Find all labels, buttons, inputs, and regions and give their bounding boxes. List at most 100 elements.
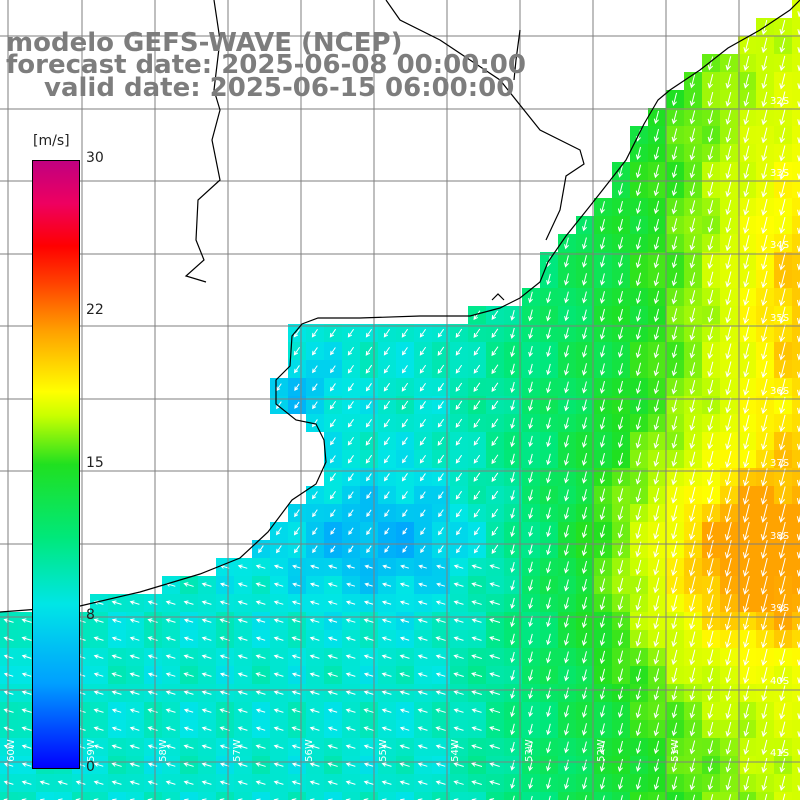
wind-arrow xyxy=(599,470,606,485)
wind-speed-cell xyxy=(792,252,800,270)
wind-arrow xyxy=(599,327,605,340)
wind-arrow xyxy=(725,433,732,450)
wind-arrow xyxy=(471,672,483,678)
wind-arrow xyxy=(689,92,696,107)
wind-arrow xyxy=(599,758,606,772)
wind-arrow xyxy=(312,401,318,410)
wind-arrow xyxy=(129,708,140,713)
wind-arrow xyxy=(671,558,678,577)
wind-arrow xyxy=(471,654,482,659)
wind-arrow xyxy=(473,472,481,482)
wind-arrow xyxy=(57,780,68,785)
wind-arrow xyxy=(635,452,642,467)
wind-arrow xyxy=(671,182,678,197)
wind-arrow xyxy=(617,632,624,647)
lon-label: 52W xyxy=(595,739,607,762)
wind-arrow xyxy=(546,633,551,646)
wind-arrow xyxy=(419,454,426,464)
wind-arrow xyxy=(455,346,463,356)
wind-arrow xyxy=(743,433,750,450)
wind-arrow xyxy=(582,399,587,412)
wind-arrow xyxy=(183,582,194,587)
wind-arrow xyxy=(761,414,768,433)
wind-arrow xyxy=(309,618,320,623)
wind-arrow xyxy=(653,595,660,612)
wind-arrow xyxy=(671,487,678,504)
wind-arrow xyxy=(599,668,606,683)
wind-arrow xyxy=(706,576,714,595)
wind-arrow xyxy=(381,708,392,713)
wind-arrow xyxy=(546,561,551,574)
wind-arrow xyxy=(147,600,158,605)
wind-arrow xyxy=(689,704,696,719)
wind-arrow xyxy=(489,762,500,767)
wind-arrow xyxy=(347,473,354,482)
wind-arrow xyxy=(688,558,696,577)
wind-arrow xyxy=(147,726,158,731)
wind-arrow xyxy=(330,455,336,464)
wind-speed-cell xyxy=(792,522,800,540)
wind-arrow xyxy=(363,600,374,605)
wind-arrow xyxy=(528,561,533,574)
wind-arrow xyxy=(255,654,266,659)
wind-arrow xyxy=(201,762,212,767)
wind-arrow xyxy=(93,654,104,659)
wind-arrow xyxy=(635,740,642,754)
wind-arrow xyxy=(473,364,481,374)
wind-arrow xyxy=(255,708,266,713)
wind-arrow xyxy=(725,379,732,396)
wind-speed-cell xyxy=(270,792,288,800)
wind-arrow xyxy=(779,306,786,325)
wind-arrow xyxy=(438,509,444,518)
wind-arrow xyxy=(437,346,445,356)
wind-speed-cell xyxy=(792,450,800,468)
wind-arrow xyxy=(293,527,300,536)
lon-label: 57W xyxy=(231,739,243,762)
wind-arrow xyxy=(563,453,569,466)
wind-arrow xyxy=(725,289,732,306)
wind-arrow xyxy=(599,560,606,575)
wind-arrow xyxy=(201,654,212,659)
wind-speed-cell xyxy=(792,468,800,486)
wind-arrow xyxy=(489,708,501,714)
wind-arrow xyxy=(653,487,660,504)
wind-arrow xyxy=(564,669,569,682)
wind-arrow xyxy=(453,618,464,623)
wind-arrow xyxy=(183,744,194,749)
wind-arrow xyxy=(21,618,32,623)
wind-arrow xyxy=(237,762,248,767)
wind-arrow xyxy=(671,740,678,755)
wind-arrow xyxy=(491,526,499,536)
wind-arrow xyxy=(761,360,768,379)
wind-arrow xyxy=(546,327,551,340)
wind-arrow xyxy=(779,414,786,433)
wind-arrow xyxy=(491,310,499,320)
wind-arrow xyxy=(564,489,569,502)
wind-arrow xyxy=(599,363,605,376)
wind-arrow xyxy=(725,630,732,649)
wind-arrow xyxy=(346,582,356,587)
lon-label: 53W xyxy=(523,739,535,762)
wind-arrow xyxy=(365,454,373,464)
wind-arrow xyxy=(707,649,714,666)
wind-arrow xyxy=(671,613,678,630)
wind-arrow xyxy=(779,721,786,738)
wind-arrow xyxy=(564,399,569,412)
wind-arrow xyxy=(545,489,551,502)
wind-arrow xyxy=(563,363,569,376)
wind-arrow xyxy=(653,631,660,648)
wind-arrow xyxy=(743,288,750,306)
wind-arrow xyxy=(671,290,678,305)
wind-arrow xyxy=(528,381,533,394)
wind-arrow xyxy=(725,181,732,198)
wind-arrow xyxy=(760,486,768,505)
wind-arrow xyxy=(453,690,464,695)
wind-arrow xyxy=(653,362,660,377)
wind-arrow xyxy=(779,73,786,90)
wind-arrow xyxy=(782,793,786,800)
coastline-path xyxy=(0,0,800,613)
wind-arrow xyxy=(617,596,624,611)
wind-arrow xyxy=(617,273,623,286)
wind-speed-cell xyxy=(36,792,54,800)
wind-arrow xyxy=(381,636,392,641)
